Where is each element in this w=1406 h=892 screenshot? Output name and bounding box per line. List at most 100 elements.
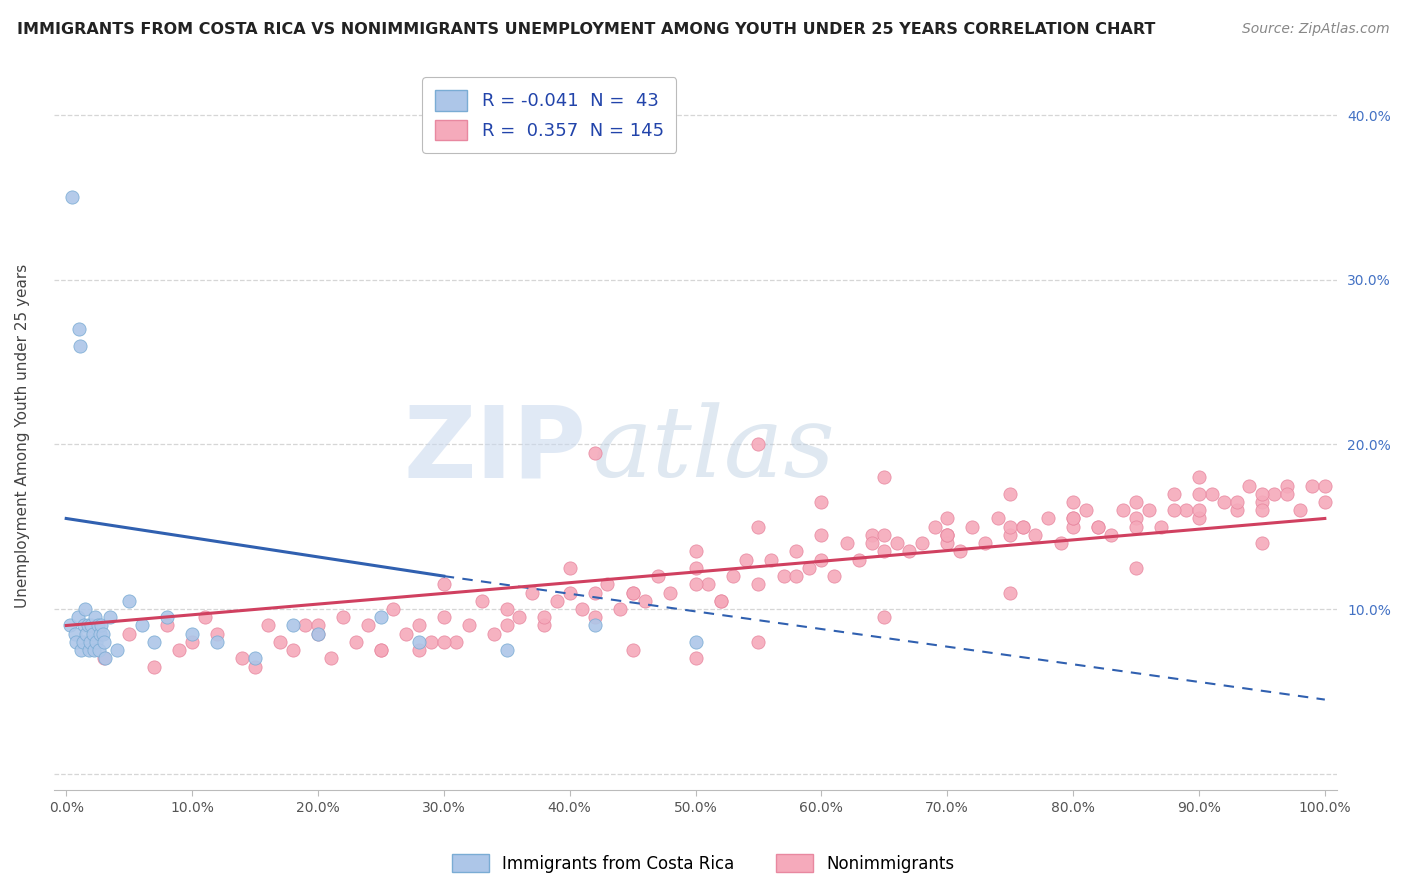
- Point: [382, 602, 405, 616]
- Point: [810, 528, 832, 542]
- Point: [82, 626, 104, 640]
- Point: [118, 594, 141, 608]
- Point: [93, 651, 115, 665]
- Point: [65, 635, 87, 649]
- Point: [583, 610, 606, 624]
- Point: [495, 643, 517, 657]
- Point: [1251, 503, 1274, 517]
- Point: [785, 569, 807, 583]
- Point: [87, 643, 110, 657]
- Text: atlas: atlas: [593, 402, 835, 498]
- Point: [307, 626, 329, 640]
- Point: [936, 511, 959, 525]
- Point: [810, 552, 832, 566]
- Point: [1275, 487, 1298, 501]
- Point: [508, 610, 530, 624]
- Point: [911, 536, 934, 550]
- Point: [86, 618, 108, 632]
- Point: [998, 487, 1021, 501]
- Point: [621, 585, 644, 599]
- Point: [1251, 536, 1274, 550]
- Point: [596, 577, 619, 591]
- Point: [621, 585, 644, 599]
- Point: [420, 635, 443, 649]
- Legend: Immigrants from Costa Rica, Nonimmigrants: Immigrants from Costa Rica, Nonimmigrant…: [446, 847, 960, 880]
- Point: [1087, 519, 1109, 533]
- Point: [69, 338, 91, 352]
- Point: [93, 635, 115, 649]
- Point: [1188, 487, 1211, 501]
- Point: [772, 569, 794, 583]
- Point: [470, 594, 492, 608]
- Point: [860, 528, 883, 542]
- Point: [281, 618, 304, 632]
- Point: [105, 643, 128, 657]
- Point: [72, 635, 94, 649]
- Point: [73, 618, 96, 632]
- Point: [98, 610, 121, 624]
- Point: [62, 190, 84, 204]
- Point: [1313, 495, 1336, 509]
- Point: [998, 528, 1021, 542]
- Point: [75, 626, 97, 640]
- Point: [63, 626, 86, 640]
- Point: [231, 651, 253, 665]
- Point: [1163, 503, 1185, 517]
- Y-axis label: Unemployment Among Youth under 25 years: Unemployment Among Youth under 25 years: [15, 264, 30, 608]
- Point: [67, 322, 90, 336]
- Point: [1275, 478, 1298, 492]
- Point: [998, 585, 1021, 599]
- Point: [1163, 487, 1185, 501]
- Point: [243, 659, 266, 673]
- Point: [332, 610, 354, 624]
- Point: [583, 585, 606, 599]
- Point: [1313, 478, 1336, 492]
- Point: [659, 585, 682, 599]
- Point: [734, 552, 756, 566]
- Point: [1024, 528, 1046, 542]
- Point: [1188, 511, 1211, 525]
- Point: [1251, 495, 1274, 509]
- Point: [75, 602, 97, 616]
- Point: [1188, 470, 1211, 484]
- Point: [1201, 487, 1223, 501]
- Point: [924, 519, 946, 533]
- Point: [169, 643, 191, 657]
- Point: [1074, 503, 1097, 517]
- Point: [66, 610, 89, 624]
- Point: [307, 626, 329, 640]
- Point: [936, 528, 959, 542]
- Point: [697, 577, 720, 591]
- Point: [433, 610, 456, 624]
- Point: [294, 618, 316, 632]
- Point: [131, 618, 153, 632]
- Point: [90, 618, 112, 632]
- Point: [1213, 495, 1236, 509]
- Point: [710, 594, 733, 608]
- Point: [936, 528, 959, 542]
- Point: [1150, 519, 1173, 533]
- Point: [1301, 478, 1323, 492]
- Point: [873, 610, 896, 624]
- Point: [533, 610, 555, 624]
- Point: [395, 626, 418, 640]
- Point: [685, 577, 707, 591]
- Point: [91, 626, 114, 640]
- Point: [1251, 487, 1274, 501]
- Point: [747, 437, 769, 451]
- Point: [685, 635, 707, 649]
- Point: [86, 635, 108, 649]
- Point: [70, 643, 93, 657]
- Point: [1036, 511, 1059, 525]
- Point: [1062, 511, 1084, 525]
- Point: [835, 536, 858, 550]
- Point: [747, 577, 769, 591]
- Point: [1062, 511, 1084, 525]
- Point: [583, 618, 606, 632]
- Point: [94, 651, 117, 665]
- Point: [936, 536, 959, 550]
- Point: [558, 585, 581, 599]
- Point: [89, 626, 111, 640]
- Point: [747, 635, 769, 649]
- Point: [1125, 519, 1147, 533]
